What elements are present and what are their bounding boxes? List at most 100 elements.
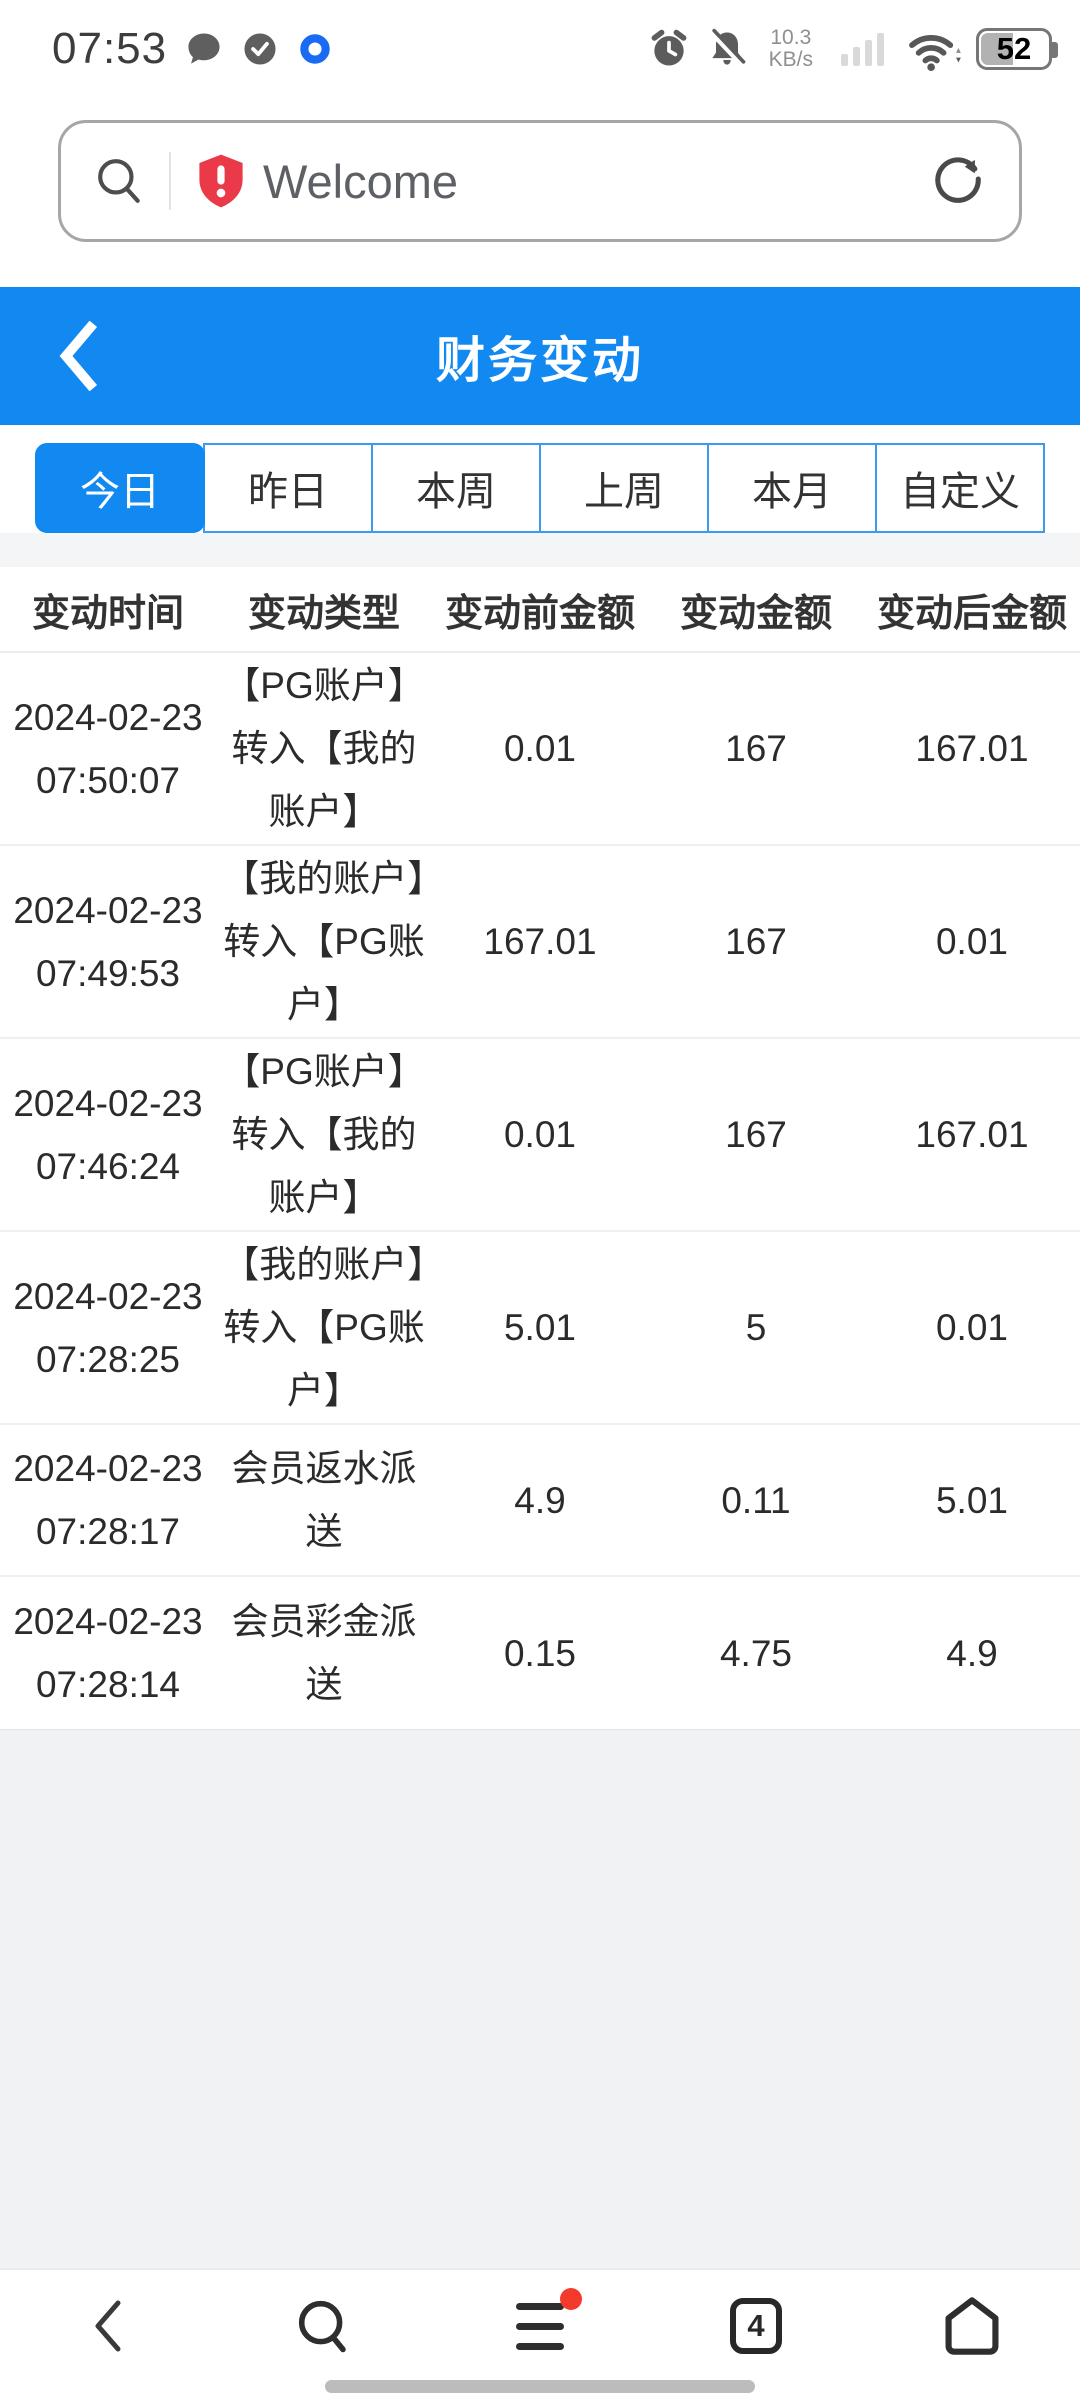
table-row: 2024-02-23 07:28:25 【我的账户】转入【PG账户】 5.01 5…	[0, 1232, 1080, 1425]
nav-search-button[interactable]	[264, 2286, 384, 2366]
change-clock: 07:50:07	[35, 759, 181, 801]
cell-change-amount: 5	[745, 1307, 767, 1348]
table-row: 2024-02-23 07:50:07 【PG账户】转入【我的账户】 0.01 1…	[0, 653, 1080, 846]
page-title: 财务变动	[435, 333, 644, 388]
header-before-amount: 变动前金额	[444, 592, 635, 635]
spacer	[0, 425, 1080, 443]
chevron-left-icon	[59, 321, 98, 391]
table-row: 2024-02-23 07:49:53 【我的账户】转入【PG账户】 167.01…	[0, 846, 1080, 1039]
tabs-icon: 4	[730, 2298, 782, 2354]
tab-yesterday[interactable]: 昨日	[203, 443, 373, 533]
cell-change-time: 2024-02-23 07:28:14	[0, 1590, 216, 1716]
cell-change-type: 【PG账户】转入【我的账户】	[223, 665, 425, 832]
cell-change-time: 2024-02-23 07:28:17	[0, 1437, 216, 1563]
cell-change-amount: 4.75	[719, 1632, 792, 1674]
empty-content-area	[0, 1729, 1080, 2268]
cell-after-amount: 0.01	[935, 921, 1008, 962]
date-filter-tabs: 今日 昨日 本周 上周 本月 自定义	[35, 443, 1045, 533]
refresh-icon[interactable]	[931, 152, 985, 206]
cell-change-time: 2024-02-23 07:50:07	[0, 686, 216, 812]
tab-custom[interactable]: 自定义	[875, 443, 1045, 533]
change-clock: 07:46:24	[35, 1145, 181, 1187]
cell-change-time: 2024-02-23 07:46:24	[0, 1072, 216, 1198]
security-warning-shield-icon[interactable]	[197, 153, 245, 209]
table-row: 2024-02-23 07:28:14 会员彩金派送 0.15 4.75 4.9	[0, 1577, 1080, 1729]
search-icon	[298, 2300, 346, 2353]
cell-after-amount: 167.01	[915, 1114, 1029, 1155]
change-clock: 07:28:14	[35, 1664, 181, 1705]
change-date: 2024-02-23	[13, 889, 203, 931]
network-speed-unit: KB/s	[768, 47, 813, 71]
cell-change-type: 会员返水派送	[231, 1448, 417, 1552]
change-date: 2024-02-23	[13, 1275, 203, 1317]
cell-change-time: 2024-02-23 07:28:25	[0, 1265, 216, 1391]
battery-percent: 52	[996, 30, 1032, 66]
tab-today[interactable]: 今日	[35, 443, 205, 533]
tab-last-week[interactable]: 上周	[539, 443, 709, 533]
chat-bubble-icon	[188, 32, 220, 64]
header-change-type: 变动类型	[247, 592, 400, 635]
change-clock: 07:28:17	[35, 1511, 181, 1552]
table-row: 2024-02-23 07:28:17 会员返水派送 4.9 0.11 5.01	[0, 1425, 1080, 1577]
cell-change-type: 会员彩金派送	[231, 1601, 417, 1705]
back-button[interactable]	[40, 287, 114, 425]
cell-change-amount: 0.11	[721, 1479, 791, 1521]
header-change-amount: 变动金额	[679, 592, 832, 635]
site-title[interactable]: Welcome	[263, 154, 459, 208]
cell-after-amount: 0.01	[935, 1307, 1008, 1348]
cell-change-time: 2024-02-23 07:49:53	[0, 879, 216, 1005]
signal-bars-icon	[841, 32, 884, 66]
cell-change-type: 【我的账户】转入【PG账户】	[222, 1244, 426, 1411]
cell-after-amount: 5.01	[935, 1479, 1008, 1521]
bottom-nav: 4	[0, 2268, 1080, 2400]
menu-icon	[516, 2302, 564, 2350]
battery-fill	[981, 32, 1013, 65]
change-clock: 07:28:25	[35, 1338, 181, 1380]
notification-badge	[560, 2288, 582, 2310]
transactions-table: 变动时间 变动类型 变动前金额 变动金额 变动后金额 2024-02-23 07:…	[0, 567, 1080, 1729]
clock-text: 07:53	[52, 23, 168, 73]
nav-back-button[interactable]	[48, 2286, 168, 2366]
cell-before-amount: 5.01	[503, 1307, 576, 1348]
nav-tabs-button[interactable]: 4	[696, 2286, 816, 2366]
chevron-left-icon	[95, 2300, 121, 2352]
table-header: 变动时间 变动类型 变动前金额 变动金额 变动后金额	[0, 567, 1080, 653]
cell-before-amount: 0.15	[503, 1632, 576, 1674]
check-circle-icon	[244, 32, 276, 65]
cell-change-amount: 167	[725, 1114, 787, 1155]
nav-home-button[interactable]	[912, 2286, 1032, 2366]
cell-after-amount: 167.01	[915, 728, 1029, 769]
wifi-icon	[909, 34, 961, 71]
cell-change-amount: 167	[725, 921, 787, 962]
tab-this-week[interactable]: 本周	[371, 443, 541, 533]
tab-count: 4	[747, 2308, 765, 2343]
cell-change-type: 【我的账户】转入【PG账户】	[222, 858, 426, 1025]
cell-after-amount: 4.9	[946, 1632, 998, 1674]
cell-before-amount: 0.01	[503, 1114, 576, 1155]
alarm-icon	[651, 29, 687, 65]
bell-muted-icon	[709, 28, 745, 66]
cell-change-amount: 167	[725, 728, 787, 769]
header-change-time: 变动时间	[31, 592, 184, 635]
page-header: 财务变动	[0, 287, 1080, 425]
url-bar[interactable]: Welcome	[58, 120, 1022, 242]
change-date: 2024-02-23	[13, 1601, 203, 1642]
search-icon[interactable]	[95, 156, 145, 206]
header-after-amount: 变动后金额	[876, 592, 1067, 635]
network-speed: 10.3 KB/s	[768, 25, 813, 71]
change-date: 2024-02-23	[13, 696, 203, 738]
browser-toolbar: Welcome	[0, 85, 1080, 287]
section-divider	[0, 533, 1080, 567]
cell-before-amount: 4.9	[514, 1479, 566, 1521]
battery-icon: 52	[976, 27, 1058, 70]
tab-this-month[interactable]: 本月	[707, 443, 877, 533]
table-row: 2024-02-23 07:46:24 【PG账户】转入【我的账户】 0.01 1…	[0, 1039, 1080, 1232]
ring-notification-icon	[300, 33, 330, 64]
nav-menu-button[interactable]	[480, 2286, 600, 2366]
cell-before-amount: 167.01	[483, 921, 597, 962]
home-icon	[945, 2297, 999, 2355]
gesture-bar[interactable]	[325, 2380, 755, 2393]
change-date: 2024-02-23	[13, 1448, 203, 1489]
network-speed-value: 10.3	[770, 25, 812, 49]
